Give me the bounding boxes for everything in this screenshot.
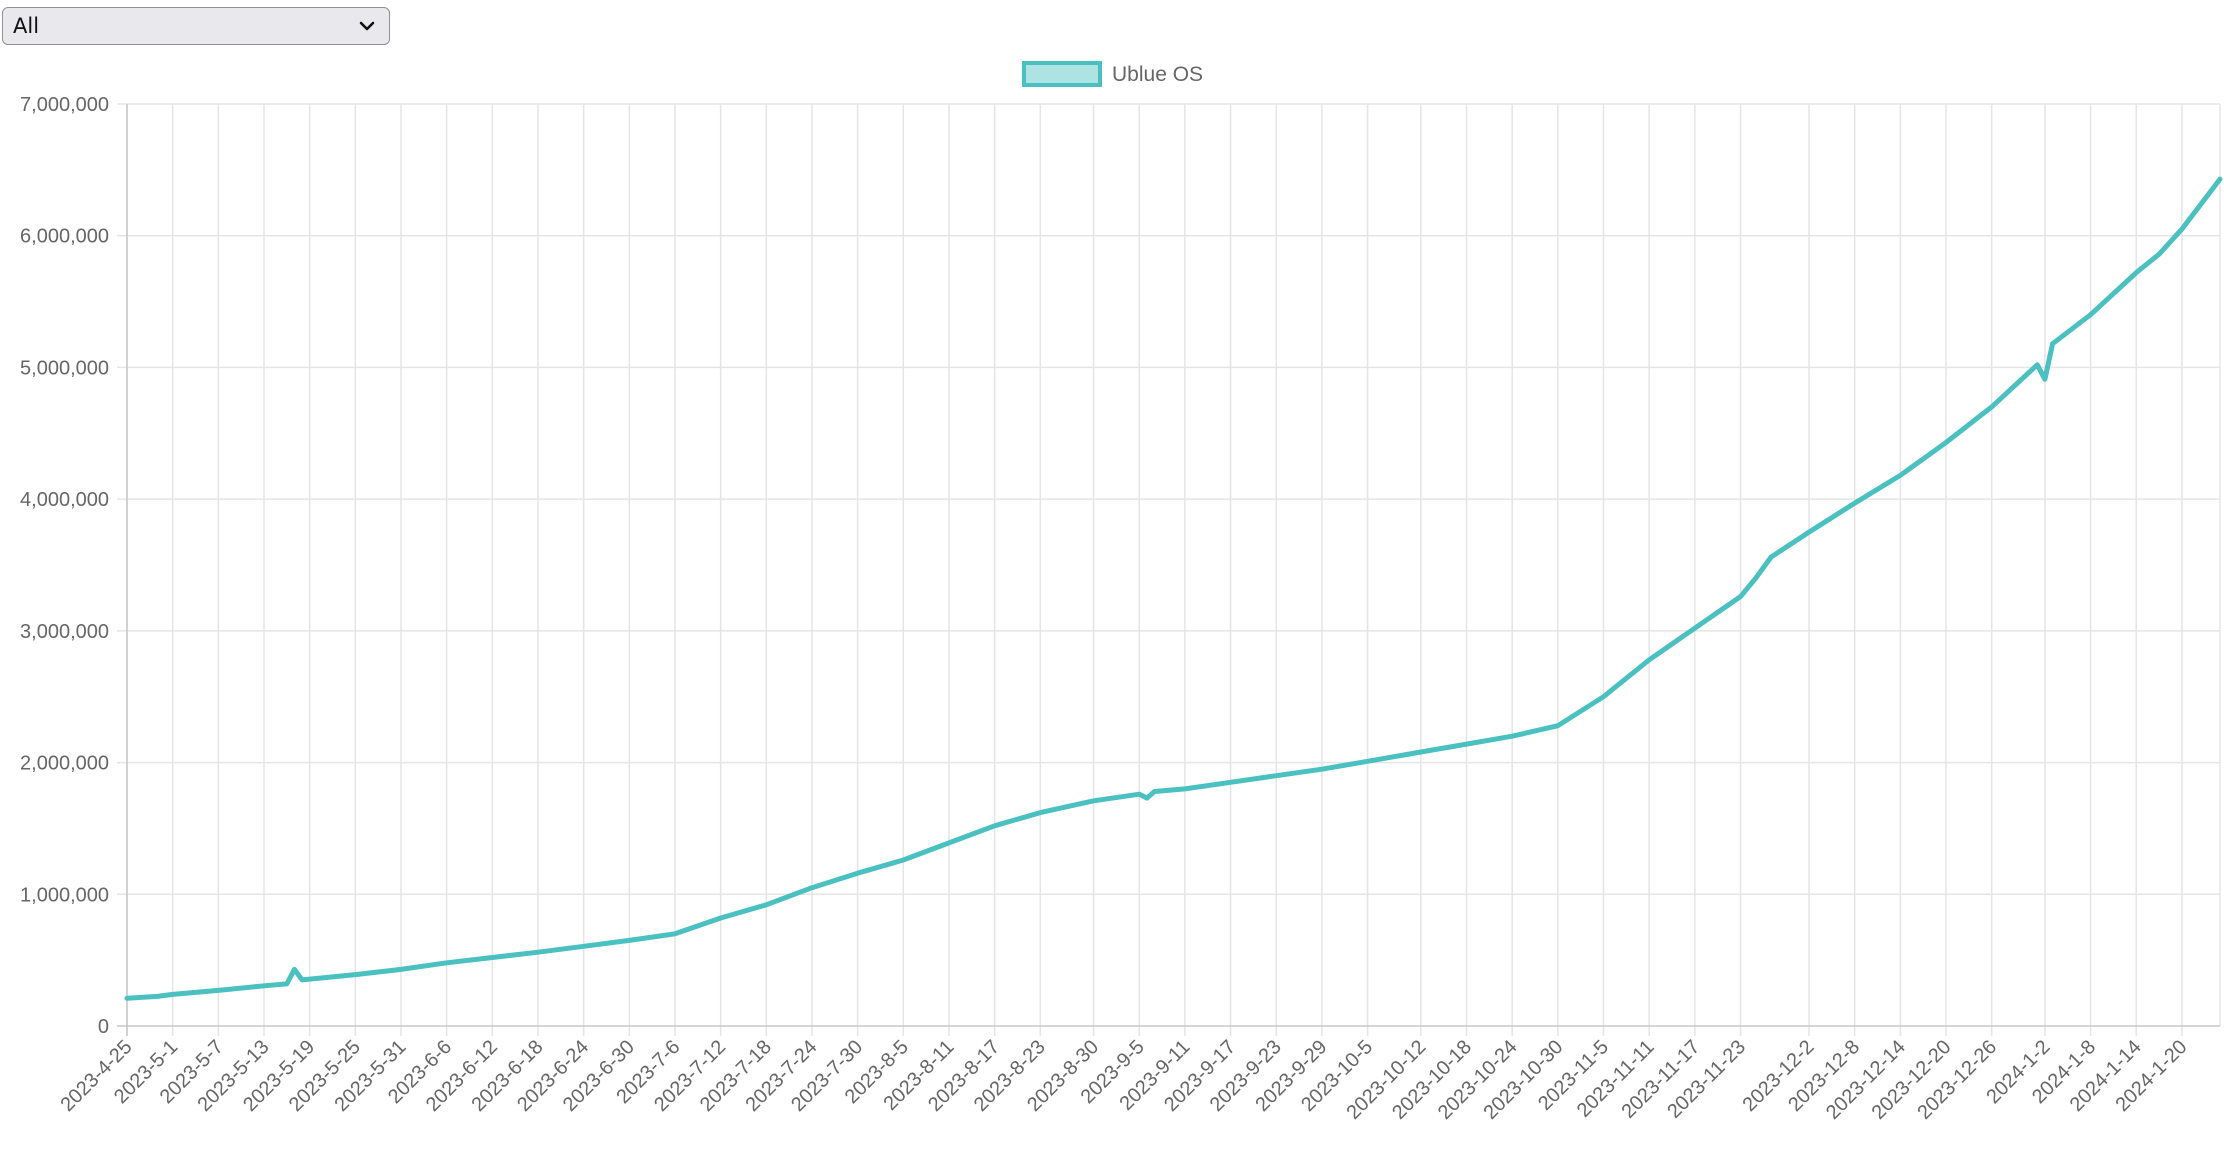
legend-label: Ublue OS xyxy=(1112,63,1203,86)
y-tick-label: 5,000,000 xyxy=(20,357,109,379)
y-tick-label: 1,000,000 xyxy=(20,884,109,906)
y-tick-label: 3,000,000 xyxy=(20,621,109,643)
legend: Ublue OS xyxy=(1022,61,1203,87)
y-tick-label: 6,000,000 xyxy=(20,226,109,248)
x-gridlines xyxy=(126,104,2221,1036)
y-tick-label: 4,000,000 xyxy=(20,489,109,511)
y-axis-ticks: 0 1,000,000 2,000,000 3,000,000 4,000,000 5,0… xyxy=(20,94,109,1038)
series-lines xyxy=(124,176,2223,1001)
legend-swatch xyxy=(1022,61,1102,87)
range-select[interactable]: All xyxy=(2,7,390,45)
chevron-down-icon xyxy=(359,21,375,31)
x-axis-ticks: 2023-4-252023-5-12023-5-72023-5-132023-5… xyxy=(56,1036,2191,1124)
legend-item[interactable]: Ublue OS xyxy=(1022,61,1203,87)
range-select-value: All xyxy=(13,14,40,38)
y-tick-label: 0 xyxy=(98,1016,109,1038)
y-gridlines xyxy=(117,103,2220,1036)
y-tick-label: 2,000,000 xyxy=(20,753,109,775)
y-tick-label: 7,000,000 xyxy=(20,94,109,116)
series-line xyxy=(124,176,2223,1001)
